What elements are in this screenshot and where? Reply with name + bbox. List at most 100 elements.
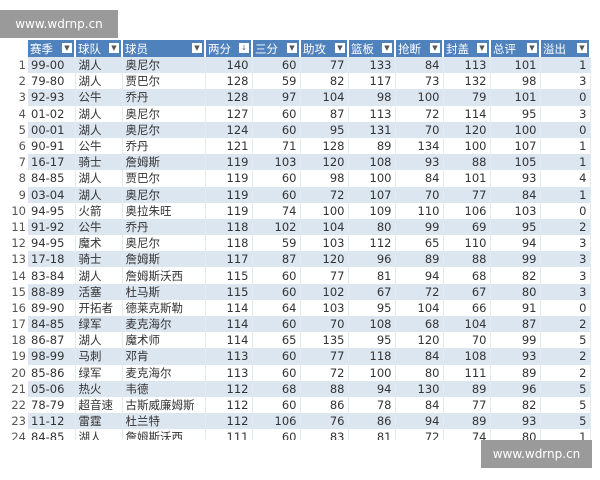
table-cell[interactable]: 83-84 [28, 267, 76, 284]
table-cell[interactable]: 88 [300, 380, 349, 397]
row-number[interactable]: 20 [11, 365, 26, 380]
table-cell[interactable]: 115 [205, 267, 253, 284]
table-cell[interactable]: 84-85 [28, 316, 76, 333]
table-cell[interactable]: 詹姆斯沃西 [122, 267, 206, 284]
table-cell[interactable]: 118 [205, 218, 253, 236]
table-cell[interactable]: 奥尼尔 [122, 186, 206, 203]
table-cell[interactable]: 77 [443, 396, 491, 414]
table-cell[interactable]: 72 [300, 186, 349, 203]
column-header-filter[interactable]: 三分 ▼ [252, 40, 301, 57]
table-cell[interactable]: 79 [443, 89, 491, 106]
filter-dropdown-icon[interactable]: ▼ [109, 43, 119, 53]
table-cell[interactable]: 绿军 [75, 364, 123, 381]
table-cell[interactable]: 0 [540, 89, 591, 106]
table-cell[interactable]: 93 [490, 170, 541, 187]
row-number[interactable]: 24 [11, 430, 26, 440]
table-cell[interactable]: 2 [540, 316, 591, 333]
table-cell[interactable]: 106 [443, 202, 491, 219]
table-cell[interactable]: 112 [205, 396, 253, 414]
table-cell[interactable]: 德莱克斯勒 [122, 299, 206, 316]
table-cell[interactable]: 108 [348, 316, 396, 333]
table-cell[interactable]: 103 [490, 202, 541, 219]
row-number[interactable]: 14 [11, 268, 26, 283]
table-cell[interactable]: 80 [490, 283, 541, 300]
table-cell[interactable]: 5 [540, 332, 591, 349]
table-cell[interactable]: 108 [348, 154, 396, 171]
table-cell[interactable]: 118 [348, 348, 396, 365]
column-header-filter[interactable]: 两分 ↓ [205, 40, 253, 57]
table-cell[interactable]: 92-93 [28, 89, 76, 106]
table-cell[interactable]: 60 [252, 316, 301, 333]
table-cell[interactable]: 86-87 [28, 332, 76, 349]
table-cell[interactable]: 98 [348, 89, 396, 106]
table-cell[interactable]: 79-80 [28, 73, 76, 90]
table-cell[interactable]: 奥尼尔 [122, 121, 206, 138]
table-cell[interactable]: 99 [490, 251, 541, 268]
table-cell[interactable]: 135 [300, 332, 349, 349]
table-cell[interactable]: 80 [395, 364, 444, 381]
table-cell[interactable]: 95 [490, 105, 541, 122]
table-cell[interactable]: 77 [300, 348, 349, 365]
table-cell[interactable]: 湖人 [75, 73, 123, 90]
table-cell[interactable]: 11-12 [28, 413, 76, 430]
table-cell[interactable]: 119 [205, 170, 253, 187]
table-cell[interactable]: 72 [395, 429, 444, 440]
table-cell[interactable]: 湖人 [75, 57, 123, 74]
table-cell[interactable]: 韦德 [122, 380, 206, 397]
table-cell[interactable]: 骑士 [75, 251, 123, 268]
row-number[interactable]: 10 [11, 203, 26, 218]
table-cell[interactable]: 0 [540, 121, 591, 138]
row-number[interactable]: 22 [11, 398, 26, 413]
table-cell[interactable]: 湖人 [75, 121, 123, 138]
table-cell[interactable]: 60 [252, 57, 301, 74]
table-cell[interactable]: 119 [205, 186, 253, 203]
table-cell[interactable]: 108 [443, 348, 491, 365]
table-cell[interactable]: 94 [490, 235, 541, 252]
table-cell[interactable]: 95 [490, 218, 541, 236]
table-cell[interactable]: 5 [540, 380, 591, 397]
table-cell[interactable]: 68 [252, 380, 301, 397]
filter-dropdown-icon[interactable]: ▼ [577, 43, 587, 53]
table-cell[interactable]: 100 [443, 137, 491, 155]
table-cell[interactable]: 119 [205, 154, 253, 171]
table-cell[interactable]: 93 [490, 348, 541, 365]
table-cell[interactable]: 103 [300, 299, 349, 316]
table-cell[interactable]: 67 [443, 283, 491, 300]
table-cell[interactable]: 132 [443, 73, 491, 90]
table-cell[interactable]: 乔丹 [122, 218, 206, 236]
table-cell[interactable]: 112 [205, 413, 253, 430]
row-number[interactable]: 1 [0, 57, 28, 74]
table-cell[interactable]: 65 [395, 235, 444, 252]
table-cell[interactable]: 66 [443, 299, 491, 316]
table-cell[interactable]: 奥尼尔 [122, 235, 206, 252]
column-header-filter[interactable]: 赛季 ▼ [28, 40, 76, 57]
table-cell[interactable]: 邓肯 [122, 348, 206, 365]
table-cell[interactable]: 60 [252, 396, 301, 414]
table-cell[interactable]: 81 [348, 267, 396, 284]
table-cell[interactable]: 100 [395, 89, 444, 106]
table-cell[interactable]: 84-85 [28, 170, 76, 187]
table-cell[interactable]: 121 [205, 137, 253, 155]
table-cell[interactable]: 112 [205, 380, 253, 397]
column-header-filter[interactable]: 总评 ▼ [490, 40, 541, 57]
table-cell[interactable]: 94-95 [28, 235, 76, 252]
table-cell[interactable]: 77 [443, 186, 491, 203]
table-cell[interactable]: 113 [205, 348, 253, 365]
table-cell[interactable]: 骑士 [75, 154, 123, 171]
table-cell[interactable]: 0 [540, 299, 591, 316]
table-cell[interactable]: 96 [348, 251, 396, 268]
table-cell[interactable]: 84 [395, 396, 444, 414]
table-cell[interactable]: 115 [205, 283, 253, 300]
filter-dropdown-icon[interactable]: ▼ [335, 43, 345, 53]
column-header-filter[interactable]: 球员 ▼ [122, 40, 206, 57]
table-cell[interactable]: 114 [205, 299, 253, 316]
filter-dropdown-icon[interactable]: ▼ [287, 43, 297, 53]
table-cell[interactable]: 2 [540, 364, 591, 381]
table-cell[interactable]: 59 [252, 235, 301, 252]
table-cell[interactable]: 70 [443, 332, 491, 349]
table-cell[interactable]: 106 [252, 413, 301, 430]
table-cell[interactable]: 超音速 [75, 396, 123, 414]
table-cell[interactable]: 2 [540, 348, 591, 365]
table-cell[interactable]: 95 [348, 299, 396, 316]
row-number[interactable]: 18 [11, 333, 26, 348]
